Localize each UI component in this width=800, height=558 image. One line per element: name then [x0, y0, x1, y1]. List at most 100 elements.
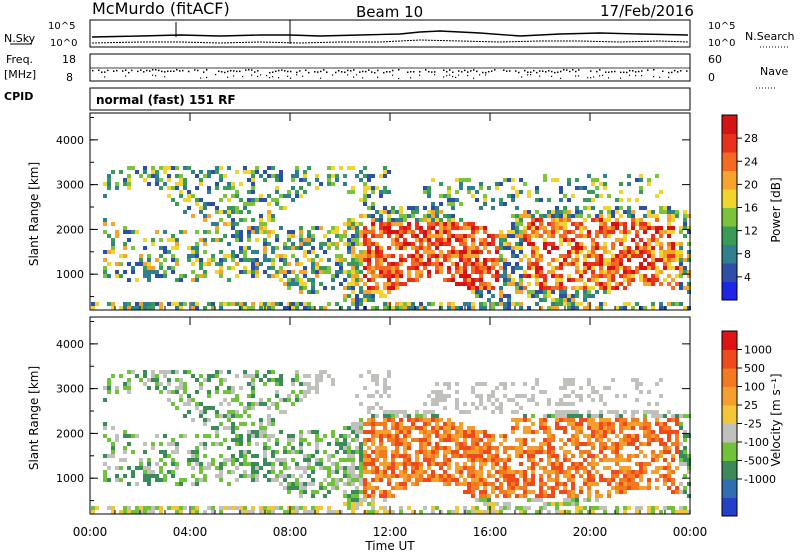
power-cell — [595, 282, 599, 286]
power-cell — [459, 250, 463, 254]
velocity-cell — [423, 422, 427, 426]
velocity-cell — [631, 422, 635, 426]
velocity-cell — [591, 442, 595, 446]
power-cell — [499, 258, 503, 262]
velocity-cell — [487, 446, 491, 450]
power-cell — [579, 226, 583, 230]
power-cell — [355, 258, 359, 262]
power-cell — [583, 198, 587, 202]
power-cell — [571, 194, 575, 198]
power-cell — [291, 278, 295, 282]
power-cell — [547, 230, 551, 234]
power-cell — [647, 226, 651, 230]
power-cell — [251, 270, 255, 274]
velocity-cell — [355, 422, 359, 426]
velocity-cell — [571, 422, 575, 426]
velocity-cell — [183, 386, 187, 390]
velocity-cell — [279, 398, 283, 402]
power-cell — [515, 222, 519, 226]
power-cell — [363, 166, 367, 170]
velocity-cell — [243, 506, 247, 510]
power-cell — [395, 286, 399, 290]
power-cell — [683, 306, 687, 310]
power-cell — [547, 234, 551, 238]
velocity-cell — [295, 486, 299, 490]
power-cell — [535, 274, 539, 278]
velocity-cell — [479, 510, 483, 514]
velocity-cell — [403, 414, 407, 418]
power-cell — [655, 174, 659, 178]
velocity-cell — [231, 386, 235, 390]
nave-dot — [467, 75, 469, 77]
power-cell — [555, 222, 559, 226]
velocity-cell — [259, 402, 263, 406]
velocity-cell — [195, 458, 199, 462]
velocity-cell — [359, 426, 363, 430]
power-cell — [307, 234, 311, 238]
power-cell — [511, 226, 515, 230]
velocity-cell — [491, 434, 495, 438]
velocity-cell — [643, 430, 647, 434]
power-cell — [351, 190, 355, 194]
freq-dot — [557, 71, 559, 73]
velocity-cell — [299, 434, 303, 438]
power-cell — [483, 302, 487, 306]
power-cell — [515, 218, 519, 222]
velocity-cell — [259, 422, 263, 426]
velocity-cell — [443, 426, 447, 430]
velocity-cell — [551, 434, 555, 438]
power-cell — [287, 302, 291, 306]
power-cell — [103, 274, 107, 278]
power-cell — [475, 258, 479, 262]
velocity-cell — [387, 414, 391, 418]
power-cell — [119, 262, 123, 266]
power-cell — [559, 226, 563, 230]
power-cell — [263, 254, 267, 258]
power-cell — [643, 230, 647, 234]
power-cell — [619, 274, 623, 278]
velocity-cell — [579, 450, 583, 454]
power-cell — [483, 270, 487, 274]
power-cell — [299, 262, 303, 266]
power-cell — [115, 230, 119, 234]
power-cell — [111, 238, 115, 242]
velocity-cell — [639, 450, 643, 454]
power-cell — [567, 274, 571, 278]
velocity-cell — [199, 402, 203, 406]
velocity-cell — [519, 394, 523, 398]
velocity-cell — [299, 486, 303, 490]
velocity-cell — [299, 382, 303, 386]
velocity-cell — [659, 414, 663, 418]
velocity-cell — [151, 510, 155, 514]
power-cell — [279, 278, 283, 282]
power-cell — [643, 282, 647, 286]
velocity-cell — [211, 442, 215, 446]
power-cell — [395, 222, 399, 226]
velocity-cell — [515, 422, 519, 426]
velocity-cell — [191, 374, 195, 378]
power-cell — [539, 298, 543, 302]
velocity-cell — [491, 482, 495, 486]
velocity-cell — [687, 482, 691, 486]
velocity-cell — [591, 430, 595, 434]
velocity-cell — [363, 438, 367, 442]
power-cell — [623, 210, 627, 214]
velocity-cell — [335, 438, 339, 442]
velocity-cell — [615, 414, 619, 418]
power-cell — [667, 222, 671, 226]
velocity-cell — [379, 506, 383, 510]
nave-dot — [449, 74, 451, 76]
power-cell — [571, 222, 575, 226]
power-cell — [355, 242, 359, 246]
power-cell — [467, 234, 471, 238]
velocity-cell — [475, 506, 479, 510]
velocity-cell — [275, 406, 279, 410]
velocity-cell — [563, 502, 567, 506]
power-cell — [555, 282, 559, 286]
velocity-cell — [383, 450, 387, 454]
velocity-cell — [135, 374, 139, 378]
power-cell — [627, 282, 631, 286]
power-cell — [471, 262, 475, 266]
velocity-cell — [279, 458, 283, 462]
